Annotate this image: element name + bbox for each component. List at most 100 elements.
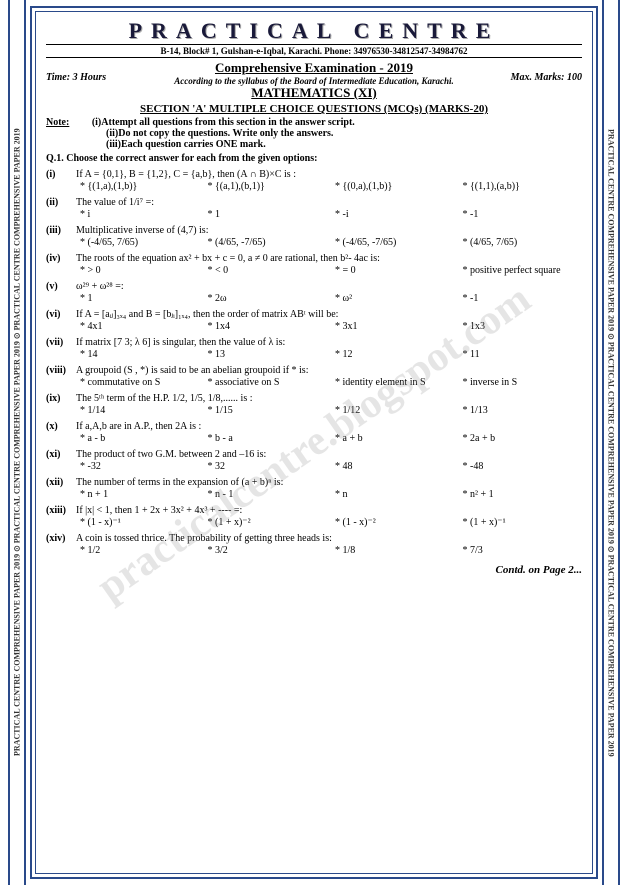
outer-frame: practicalcentre.blogspot.com PRACTICAL C… — [30, 6, 598, 879]
option: * 14 — [80, 349, 200, 360]
option: * 2ω — [208, 293, 328, 304]
option: * -32 — [80, 461, 200, 472]
inner-frame: practicalcentre.blogspot.com PRACTICAL C… — [35, 11, 593, 874]
option: * -48 — [463, 461, 583, 472]
options-row: * {(1,a),(1,b)} * {(a,1),(b,1)} * {(0,a),(… — [80, 181, 582, 192]
note-block: Note: (i)Attempt all questions from this… — [46, 117, 582, 150]
option: * -1 — [463, 293, 583, 304]
options-row: * 14 * 13 * 12 * 11 — [80, 349, 582, 360]
option: * (4/65, 7/65) — [463, 237, 583, 248]
option: * 11 — [463, 349, 583, 360]
note-3: (iii)Each question carries ONE mark. — [106, 139, 266, 150]
question-text: If A = [aᵢⱼ]₃ₓ₄ and B = [bⱼᵢ]₁ₓ₄, then t… — [76, 309, 338, 320]
option: * associative on S — [208, 377, 328, 388]
options-row: * (-4/65, 7/65)* (4/65, -7/65)* (-4/65, … — [80, 237, 582, 248]
option: * {(0,a),(1,b)} — [335, 181, 455, 192]
option: * n² + 1 — [463, 489, 583, 500]
option: * 12 — [335, 349, 455, 360]
note-1: (i)Attempt all questions from this secti… — [92, 117, 355, 128]
option: * 13 — [208, 349, 328, 360]
option: * 4x1 — [80, 321, 200, 332]
option: * i — [80, 209, 200, 220]
options-row: * -32* 32* 48* -48 — [80, 461, 582, 472]
question-row: (xiii)If |x| < 1, then 1 + 2x + 3x² + 4x… — [46, 504, 582, 517]
question-number: (xii) — [46, 476, 76, 489]
option: * ω² — [335, 293, 455, 304]
questions-container: (i)If A = {0,1}, B = {1,2}, C = {a,b}, t… — [46, 168, 582, 556]
question-text: ω²⁹ + ω²⁸ =: — [76, 281, 124, 292]
question-text: The value of 1/i⁷ =: — [76, 197, 154, 208]
option: * 2a + b — [463, 433, 583, 444]
option: * < 0 — [208, 265, 328, 276]
question-number: (x) — [46, 420, 76, 433]
option: * 1/14 — [80, 405, 200, 416]
question-number: (vi) — [46, 308, 76, 321]
question-number: (ii) — [46, 196, 76, 209]
question-row: (ix)The 5ᵗʰ term of the H.P. 1/2, 1/5, 1… — [46, 392, 582, 405]
option: * (1 - x)⁻¹ — [80, 517, 200, 528]
question-row: (iii)Multiplicative inverse of (4,7) is: — [46, 224, 582, 237]
question-row: (viii)A groupoid (S , *) is said to be a… — [46, 364, 582, 377]
note-label: Note: — [46, 117, 69, 128]
question-row: (xiv)A coin is tossed thrice. The probab… — [46, 532, 582, 545]
address-line: B-14, Block# 1, Gulshan-e-Iqbal, Karachi… — [46, 44, 582, 58]
option: * -1 — [463, 209, 583, 220]
option: * 48 — [335, 461, 455, 472]
subject-title: MATHEMATICS (XI) — [46, 85, 582, 101]
option: * 1/13 — [463, 405, 583, 416]
question-number: (ix) — [46, 392, 76, 405]
options-row: * 1/14* 1/15* 1/12* 1/13 — [80, 405, 582, 416]
question-number: (vii) — [46, 336, 76, 349]
question-row: (i)If A = {0,1}, B = {1,2}, C = {a,b}, t… — [46, 168, 582, 181]
option: * 1 — [208, 209, 328, 220]
question-number: (i) — [46, 168, 76, 181]
question-text: The roots of the equation ax² + bx + c =… — [76, 253, 380, 264]
option: * (1 + x)⁻¹ — [463, 517, 583, 528]
question-row: (x)If a,A,b are in A.P., then 2A is : — [46, 420, 582, 433]
option: * commutative on S — [80, 377, 200, 388]
option: * 1/12 — [335, 405, 455, 416]
option: * (-4/65, -7/65) — [335, 237, 455, 248]
question-number: (xiii) — [46, 504, 76, 517]
options-row: * n + 1* n - 1* n* n² + 1 — [80, 489, 582, 500]
continued-label: Contd. on Page 2... — [46, 564, 582, 576]
question-number: (xiv) — [46, 532, 76, 545]
question-row: (v)ω²⁹ + ω²⁸ =: — [46, 280, 582, 293]
option: * n - 1 — [208, 489, 328, 500]
options-row: * 1 * 2ω * ω² * -1 — [80, 293, 582, 304]
section-header: SECTION 'A' MULTIPLE CHOICE QUESTIONS (M… — [46, 103, 582, 115]
option: * inverse in S — [463, 377, 583, 388]
options-row: * 4x1* 1x4* 3x1* 1x3 — [80, 321, 582, 332]
question-text: Multiplicative inverse of (4,7) is: — [76, 225, 208, 236]
options-row: * commutative on S * associative on S * id… — [80, 377, 582, 388]
option: * {(1,1),(a,b)} — [463, 181, 583, 192]
option: * 1x3 — [463, 321, 583, 332]
option: * (1 - x)⁻² — [335, 517, 455, 528]
options-row: * > 0* < 0* = 0* positive perfect square — [80, 265, 582, 276]
option: * 7/3 — [463, 545, 583, 556]
question-text: A coin is tossed thrice. The probability… — [76, 533, 332, 544]
question-text: If a,A,b are in A.P., then 2A is : — [76, 421, 201, 432]
options-row: * (1 - x)⁻¹ * (1 + x)⁻² * (1 - x)⁻² * (1 + … — [80, 517, 582, 528]
question-text: A groupoid (S , *) is said to be an abel… — [76, 365, 308, 376]
option: * {(a,1),(b,1)} — [208, 181, 328, 192]
option: * 1/8 — [335, 545, 455, 556]
option: * identity element in S — [335, 377, 455, 388]
option: * a + b — [335, 433, 455, 444]
time-label: Time: 3 Hours — [46, 72, 106, 83]
question-number: (iv) — [46, 252, 76, 265]
option: * 1/2 — [80, 545, 200, 556]
option: * (1 + x)⁻² — [208, 517, 328, 528]
option: * 1 — [80, 293, 200, 304]
question-row: (xi)The product of two G.M. between 2 an… — [46, 448, 582, 461]
question-number: (iii) — [46, 224, 76, 237]
option: * {(1,a),(1,b)} — [80, 181, 200, 192]
option: * a - b — [80, 433, 200, 444]
note-2: (ii)Do not copy the questions. Write onl… — [106, 128, 333, 139]
question-row: (vi)If A = [aᵢⱼ]₃ₓ₄ and B = [bⱼᵢ]₁ₓ₄, th… — [46, 308, 582, 321]
question-row: (xii)The number of terms in the expansio… — [46, 476, 582, 489]
question-header: Q.1. Choose the correct answer for each … — [46, 153, 582, 164]
option: * -i — [335, 209, 455, 220]
option: * (4/65, -7/65) — [208, 237, 328, 248]
option: * n — [335, 489, 455, 500]
